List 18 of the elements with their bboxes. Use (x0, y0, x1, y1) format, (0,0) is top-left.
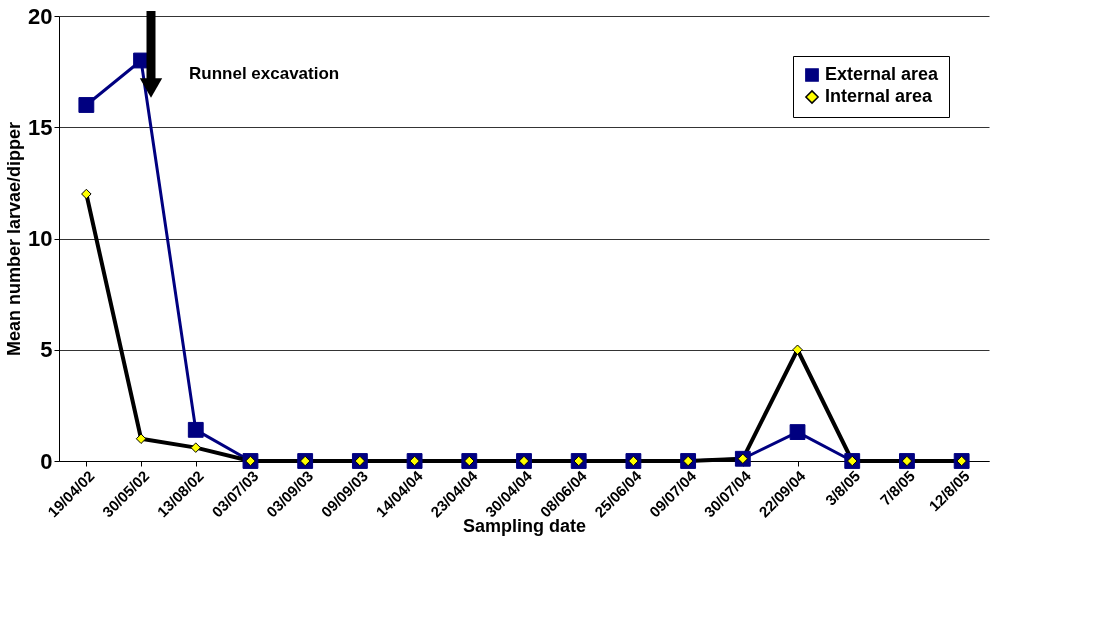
point (190, 442, 202, 453)
y-tick-label: 5 (40, 337, 53, 363)
point (187, 421, 204, 438)
y-axis-title: Mean number larvae/dipper (4, 121, 25, 357)
point (789, 424, 806, 440)
y-tick-label: 10 (28, 226, 53, 251)
point (792, 344, 803, 355)
annotation: Runnel excavation (189, 64, 340, 83)
point (133, 52, 149, 69)
y-tick-label: 0 (40, 448, 53, 474)
point (135, 433, 147, 444)
legend-label: Internal area (825, 86, 934, 106)
legend-label: External area (825, 64, 940, 84)
x-axis-title: Sampling date (462, 516, 587, 537)
point (81, 188, 92, 200)
y-tick-label: 20 (28, 3, 53, 29)
point (78, 97, 95, 113)
y-tick-label: 15 (28, 114, 53, 140)
